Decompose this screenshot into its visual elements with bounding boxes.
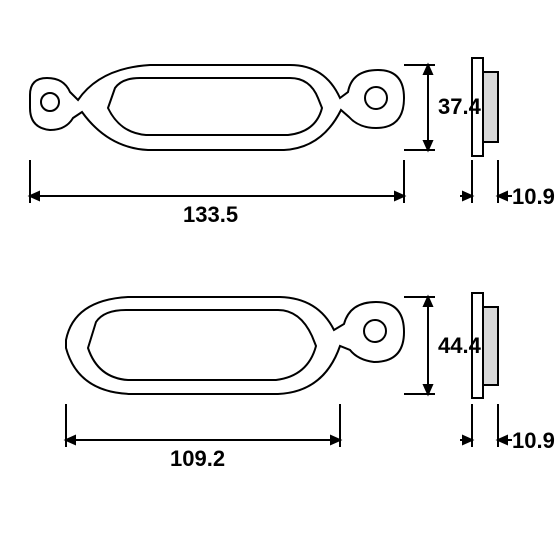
label-bottom-width: 109.2 [170, 446, 225, 472]
dim-bottom-thickness [460, 404, 512, 447]
dim-bottom-height [404, 297, 435, 394]
label-top-width: 133.5 [183, 202, 238, 228]
top-front-view [30, 65, 404, 150]
dim-top-thickness [460, 160, 512, 203]
label-bottom-thickness: 10.9 [512, 428, 555, 454]
drawing-svg [0, 0, 560, 560]
label-top-height: 37.4 [438, 94, 481, 120]
technical-drawing: 37.4 133.5 10.9 44.4 109.2 10.9 [0, 0, 560, 560]
dim-top-height [404, 65, 435, 150]
dim-bottom-width [66, 404, 340, 447]
label-bottom-height: 44.4 [438, 333, 481, 359]
dim-top-width [30, 160, 404, 203]
bottom-front-view [66, 297, 404, 394]
label-top-thickness: 10.9 [512, 184, 555, 210]
